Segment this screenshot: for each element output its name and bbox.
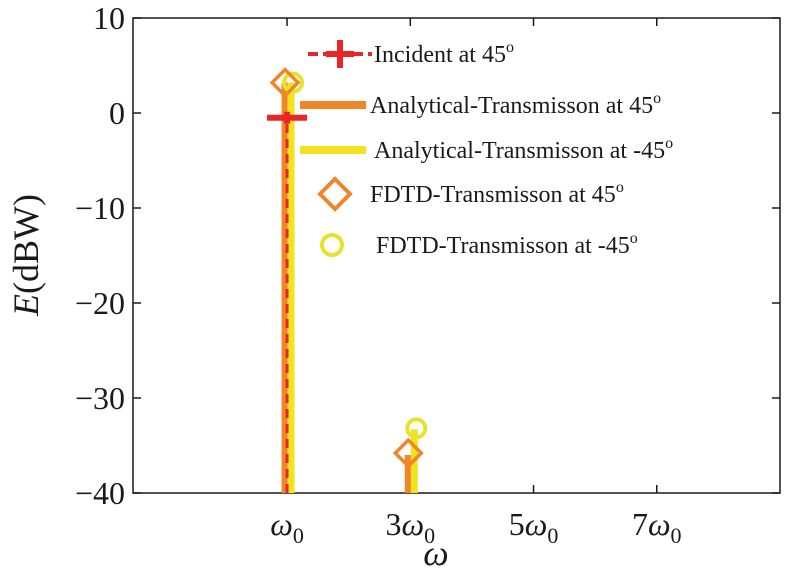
legend-label: Analytical-Transmisson at -45o <box>374 135 673 164</box>
fdtd-circle-marker <box>405 417 428 440</box>
x-tick-label: ω0 <box>270 506 304 548</box>
ticks-layer: 10 0 −10 −20 −30 −40 ω0 3ω0 5ω0 7ω0 <box>75 0 780 548</box>
y-tick-label: 10 <box>93 0 125 36</box>
stems-layer <box>281 82 418 493</box>
legend-label: Analytical-Transmisson at 45o <box>370 90 661 119</box>
markers-layer <box>267 67 428 469</box>
y-tick-label: −20 <box>75 285 125 321</box>
fdtd-diamond-marker <box>269 67 301 99</box>
y-tick-label: −10 <box>75 190 125 226</box>
y-tick-label: −40 <box>75 475 125 511</box>
y-tick-label: 0 <box>109 95 125 131</box>
legend-symbol-circle <box>320 233 344 257</box>
legend-symbol-diamond <box>317 176 353 212</box>
legend-label: Incident at 45o <box>374 39 514 68</box>
legend: Incident at 45o Analytical-Transmisson at… <box>300 39 673 259</box>
x-tick-label: 7ω0 <box>632 506 682 548</box>
x-tick-label: 3ω0 <box>385 506 435 548</box>
y-axis-label: E(dBW) <box>6 194 46 317</box>
y-tick-label: −30 <box>75 380 125 416</box>
fdtd-circle-marker <box>282 71 305 94</box>
plot-frame <box>132 17 781 494</box>
legend-label: FDTD-Transmisson at 45o <box>370 179 624 208</box>
x-axis-label: ω <box>423 533 448 573</box>
legend-label: FDTD-Transmisson at -45o <box>376 230 638 259</box>
x-tick-label: 5ω0 <box>509 506 559 548</box>
fdtd-diamond-marker <box>392 437 424 469</box>
